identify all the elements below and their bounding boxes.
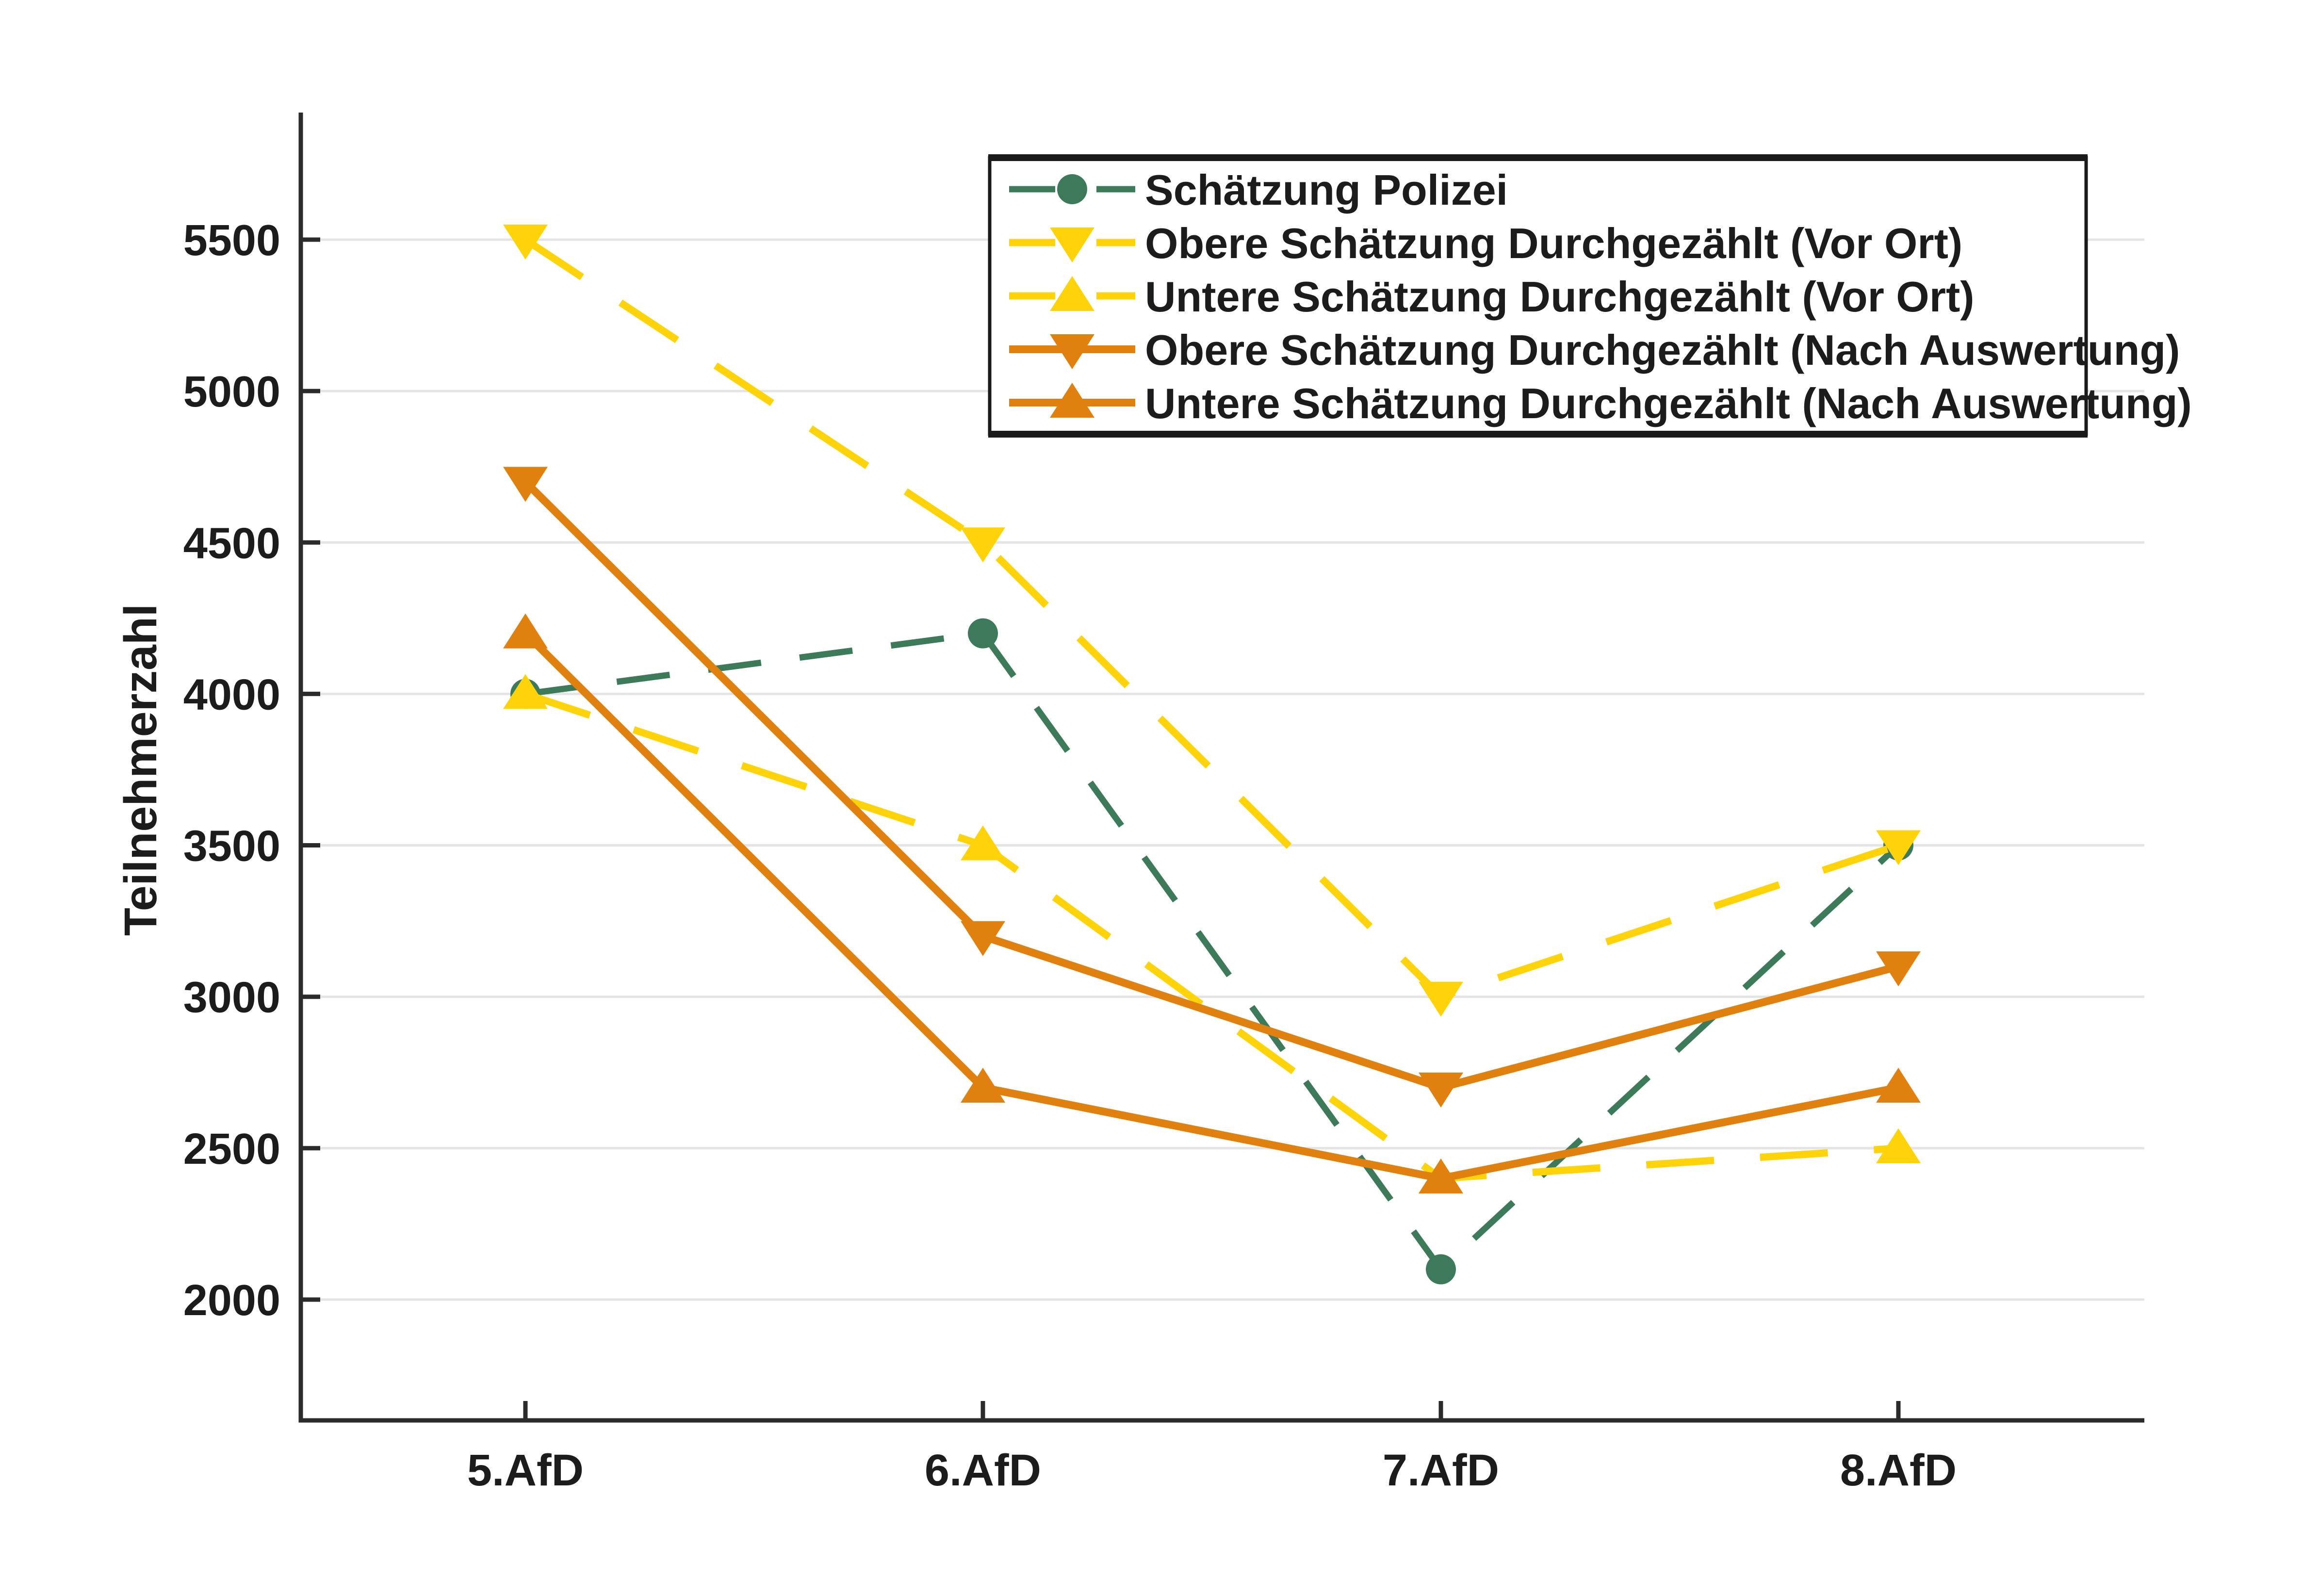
triangle-up-marker: [1419, 1158, 1463, 1194]
y-tick-label: 5500: [183, 216, 280, 265]
legend-label: Untere Schätzung Durchgezählt (Nach Ausw…: [1145, 379, 2192, 427]
y-tick-label: 2500: [183, 1125, 280, 1173]
series-4: [503, 613, 1921, 1194]
x-tick-label: 6.AfD: [925, 1446, 1041, 1495]
legend-label: Obere Schätzung Durchgezählt (Vor Ort): [1145, 219, 1962, 267]
triangle-down-marker: [503, 225, 548, 260]
series-line: [525, 630, 1901, 1274]
legend-label: Obere Schätzung Durchgezählt (Nach Auswe…: [1145, 326, 2180, 374]
legend: Schätzung Polizei Obere Schätzung Durchge…: [988, 154, 2192, 438]
triangle-up-marker: [961, 825, 1005, 861]
triangle-down-marker: [1419, 1072, 1463, 1107]
y-tick-label: 3500: [183, 822, 280, 871]
triangle-down-marker: [1876, 951, 1921, 987]
legend-item: Untere Schätzung Durchgezählt (Nach Ausw…: [1009, 379, 2192, 427]
triangle-down-marker: [1419, 981, 1463, 1017]
triangle-up-marker: [1050, 276, 1094, 311]
legend-label: Untere Schätzung Durchgezählt (Vor Ort): [1145, 273, 1975, 321]
y-tick-label: 5000: [183, 368, 280, 416]
triangle-up-marker: [961, 1067, 1005, 1103]
circle-marker: [968, 618, 998, 649]
legend-item: Obere Schätzung Durchgezählt (Vor Ort): [1009, 219, 1962, 267]
axes: 2000 2500 3000 3500 4000 4500 5000 5500 5.AfD 6.A…: [183, 113, 2144, 1495]
triangle-down-marker: [1876, 830, 1921, 865]
y-tick-label: 2000: [183, 1276, 280, 1325]
triangle-up-marker: [1050, 383, 1094, 418]
series-line: [524, 690, 1899, 1182]
series-line: [523, 479, 1900, 1092]
series-1: [503, 225, 1921, 1017]
y-axis-title: Teilnehmerzahl: [115, 604, 166, 936]
triangle-up-marker: [503, 613, 548, 649]
legend-item: Obere Schätzung Durchgezählt (Nach Auswe…: [1009, 326, 2180, 374]
y-tick-label: 4000: [183, 670, 280, 719]
y-tick-label: 3000: [183, 974, 280, 1022]
triangle-up-marker: [1876, 1067, 1921, 1103]
triangle-down-marker: [961, 527, 1005, 563]
circle-marker: [1057, 174, 1087, 204]
legend-label: Schätzung Polizei: [1145, 166, 1508, 214]
triangle-down-marker: [1050, 334, 1094, 369]
triangle-up-marker: [1876, 1128, 1921, 1163]
series-3: [503, 467, 1921, 1107]
x-tick-label: 5.AfD: [467, 1446, 584, 1495]
triangle-down-marker: [1050, 228, 1094, 262]
triangle-down-marker: [961, 921, 1005, 956]
x-tick-label: 8.AfD: [1840, 1446, 1957, 1495]
triangle-down-marker: [503, 467, 548, 502]
x-tick-label: 7.AfD: [1383, 1446, 1499, 1495]
legend-item: Schätzung Polizei: [1009, 166, 1508, 214]
legend-item: Untere Schätzung Durchgezählt (Vor Ort): [1009, 273, 1975, 321]
triangle-up-marker: [503, 674, 548, 709]
series-line: [523, 236, 1900, 1001]
legend-box: [988, 156, 2088, 436]
circle-marker: [1426, 1254, 1456, 1285]
series-line: [523, 630, 1899, 1183]
y-tick-label: 4500: [183, 519, 280, 568]
